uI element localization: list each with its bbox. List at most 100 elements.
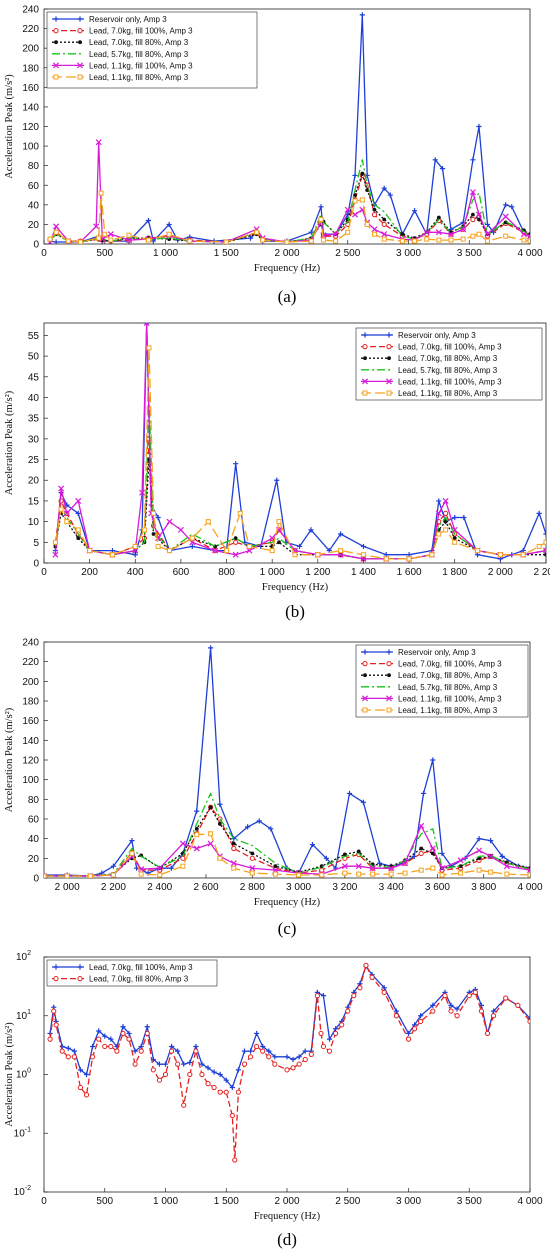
data-point xyxy=(166,518,173,525)
y-tick-label: 0 xyxy=(33,874,39,885)
data-point xyxy=(382,217,387,222)
y-tick-label: 40 xyxy=(28,834,40,845)
x-tick-label: 1 800 xyxy=(442,567,467,578)
data-point xyxy=(211,1084,217,1091)
data-point xyxy=(371,231,377,237)
y-tick-label: 220 xyxy=(22,24,39,35)
data-point xyxy=(484,221,491,228)
data-point xyxy=(156,865,163,872)
data-point xyxy=(320,993,327,999)
y-tick-label: 10-1 xyxy=(14,1126,31,1139)
legend-marker xyxy=(77,74,83,80)
data-point xyxy=(187,238,193,244)
legend-marker xyxy=(77,28,83,34)
data-point xyxy=(477,217,481,222)
x-tick-label: 2 400 xyxy=(147,882,172,893)
data-point xyxy=(443,510,449,516)
data-point xyxy=(290,1056,296,1063)
data-point xyxy=(448,1002,454,1008)
y-axis-label: Acceleration Peak (m/s²) xyxy=(4,74,15,179)
y-tick-label: 30 xyxy=(28,434,40,445)
data-point xyxy=(247,1054,254,1060)
data-point xyxy=(223,1089,229,1095)
data-point xyxy=(432,157,438,163)
data-point xyxy=(405,1030,412,1037)
data-point xyxy=(217,855,223,861)
data-point xyxy=(339,1022,345,1028)
x-tick-label: 500 xyxy=(96,1196,113,1207)
data-point xyxy=(458,864,463,869)
data-point xyxy=(490,1008,497,1014)
y-tick-label: 0 xyxy=(33,240,39,251)
data-point xyxy=(502,213,509,220)
data-point xyxy=(292,552,298,558)
data-point xyxy=(526,233,530,240)
data-point xyxy=(452,514,458,521)
x-tick-label: 4 000 xyxy=(517,248,542,259)
data-point xyxy=(352,211,359,218)
legend-marker xyxy=(386,390,392,396)
data-point xyxy=(457,857,464,864)
legend-label: Lead, 7.0kg, fill 100%, Amp 3 xyxy=(398,343,502,352)
data-point xyxy=(241,1048,248,1054)
legend-label: Lead, 7.0kg, fill 80%, Amp 3 xyxy=(89,975,189,984)
y-tick-label: 102 xyxy=(16,950,31,963)
data-point xyxy=(129,850,135,856)
data-point xyxy=(53,1022,59,1028)
data-point xyxy=(151,532,156,536)
data-point xyxy=(223,239,229,244)
data-point xyxy=(381,989,387,995)
data-point xyxy=(430,865,436,871)
data-point xyxy=(129,838,135,844)
data-point xyxy=(208,645,214,651)
data-point xyxy=(418,822,425,829)
data-point xyxy=(439,872,445,878)
y-tick-label: 60 xyxy=(28,815,40,826)
y-tick-exponent: 2 xyxy=(27,950,31,957)
data-point xyxy=(418,1018,424,1025)
data-point xyxy=(269,535,276,542)
legend-marker xyxy=(363,356,367,361)
data-point xyxy=(231,865,237,871)
data-point xyxy=(520,552,526,558)
data-point xyxy=(146,345,152,351)
panel-caption: (c) xyxy=(278,919,297,938)
x-axis-label: Frequency (Hz) xyxy=(254,263,321,274)
data-point xyxy=(332,231,339,238)
data-point xyxy=(93,223,100,230)
data-point xyxy=(499,853,505,859)
legend-marker xyxy=(361,378,369,385)
data-point xyxy=(77,1067,84,1073)
data-point xyxy=(363,962,369,968)
x-tick-label: 200 xyxy=(81,567,98,578)
data-point xyxy=(359,197,365,203)
data-point xyxy=(87,548,93,554)
data-point xyxy=(315,552,321,558)
x-tick-label: 2 800 xyxy=(240,882,265,893)
data-point xyxy=(536,543,542,549)
data-point xyxy=(318,1030,324,1037)
data-point xyxy=(64,519,70,525)
data-point xyxy=(521,237,527,243)
legend-marker xyxy=(77,16,83,22)
data-point xyxy=(75,527,81,533)
data-point xyxy=(476,867,482,873)
y-tick-label: 10-2 xyxy=(14,1185,31,1198)
panel-caption: (d) xyxy=(277,1230,297,1249)
data-point xyxy=(266,1048,272,1054)
y-tick-base: 10 xyxy=(16,1011,28,1022)
data-point xyxy=(156,1061,163,1067)
data-point xyxy=(284,239,290,244)
data-point xyxy=(87,873,93,878)
data-point xyxy=(246,543,252,549)
data-point xyxy=(308,1051,314,1057)
legend-label: Lead, 1.1kg, fill 80%, Amp 3 xyxy=(398,706,498,715)
data-point xyxy=(181,1102,187,1108)
data-point xyxy=(461,514,467,521)
data-point xyxy=(254,1043,260,1050)
data-point xyxy=(429,552,435,558)
data-point xyxy=(333,1026,339,1032)
data-point xyxy=(63,510,70,517)
legend-label: Lead, 7.0kg, fill 80%, Amp 3 xyxy=(398,354,498,363)
data-point xyxy=(284,1067,290,1073)
